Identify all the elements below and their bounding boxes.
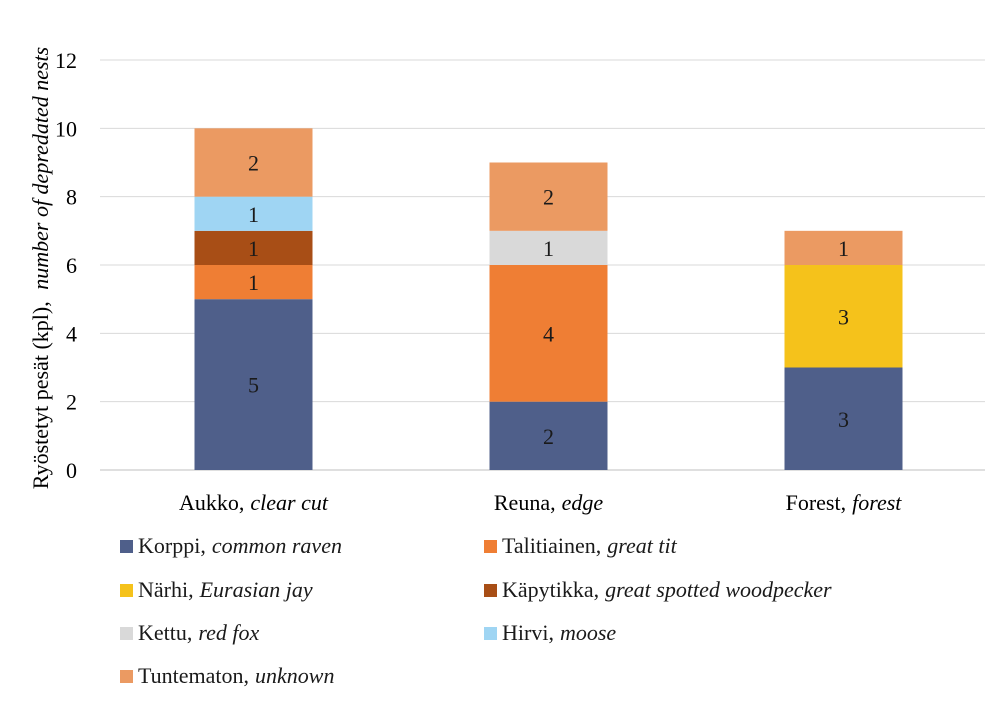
- x-tick-label: Reuna, edge: [494, 490, 603, 515]
- legend-swatch: [120, 583, 133, 597]
- legend-label-en: Eurasian jay: [199, 577, 313, 602]
- data-label: 1: [838, 236, 849, 261]
- legend-label-fi: Närhi,: [138, 577, 194, 602]
- y-tick-label: 10: [55, 116, 77, 141]
- legend-label-fi: Käpytikka,: [502, 577, 600, 602]
- legend-swatch: [120, 539, 133, 553]
- bar-segment: [489, 230, 608, 265]
- data-label: 4: [543, 321, 554, 346]
- data-label: 5: [248, 373, 259, 398]
- legend-item: Kettu, red fox: [120, 620, 259, 646]
- bars: 5 1 1 1 2 2 4 1 2 3 3 1: [194, 128, 903, 470]
- x-tick-label: Aukko, clear cut: [179, 490, 329, 515]
- data-label: 3: [838, 407, 849, 432]
- data-label: 3: [838, 304, 849, 329]
- bar-segment: [784, 265, 903, 368]
- legend-label-en: red fox: [198, 620, 260, 645]
- legend-item: Korppi, common raven: [120, 533, 342, 559]
- legend-label-fi: Talitiainen,: [502, 533, 602, 558]
- data-label: 2: [543, 185, 554, 210]
- legend-label-en: moose: [559, 620, 617, 645]
- data-label: 1: [248, 202, 259, 227]
- data-label: 2: [543, 424, 554, 449]
- data-label: 1: [248, 236, 259, 261]
- legend-item: Tuntematon, unknown: [120, 663, 334, 689]
- bar-segment: [194, 230, 313, 265]
- legend-item: Talitiainen, great tit: [484, 533, 677, 559]
- y-tick-labels: 0 2 4 6 8 10 12: [55, 48, 77, 483]
- bar-segment: [194, 265, 313, 300]
- y-axis-label-en: number of depredated nests: [28, 47, 53, 290]
- legend-label-fi: Kettu,: [138, 620, 193, 645]
- legend-item: Käpytikka, great spotted woodpecker: [484, 577, 832, 603]
- legend-swatch: [120, 626, 133, 640]
- legend-label-en: unknown: [255, 663, 335, 688]
- legend-label-fi: Korppi,: [138, 533, 206, 558]
- legend-item: Närhi, Eurasian jay: [120, 577, 313, 603]
- y-tick-label: 8: [66, 185, 77, 210]
- legend-label-en: great spotted woodpecker: [605, 577, 832, 602]
- bar-segment: [489, 401, 608, 470]
- legend-item: Hirvi, moose: [484, 620, 616, 646]
- legend-label-en: great tit: [607, 533, 677, 558]
- bar-segment: [784, 367, 903, 470]
- bar-segment: [194, 299, 313, 470]
- y-tick-label: 4: [66, 321, 77, 346]
- y-tick-label: 2: [66, 390, 77, 415]
- y-axis-label-fi: Ryöstetyt pesät (kpl),: [28, 301, 53, 489]
- data-label: 2: [248, 151, 259, 176]
- y-tick-label: 6: [66, 253, 77, 278]
- bar-segment: [194, 196, 313, 231]
- legend-label-fi: Hirvi,: [502, 620, 554, 645]
- legend-swatch: [484, 626, 497, 640]
- data-label: 1: [543, 236, 554, 261]
- x-tick-label: Forest, forest: [786, 490, 903, 515]
- x-tick-labels: Aukko, clear cut Reuna, edge Forest, forest: [179, 490, 902, 515]
- y-tick-label: 12: [55, 48, 77, 73]
- legend-swatch: [484, 583, 497, 597]
- legend-label-fi: Tuntematon,: [138, 663, 250, 688]
- legend-swatch: [120, 669, 133, 683]
- bar-segment: [194, 128, 313, 197]
- bar-segment: [489, 265, 608, 402]
- data-label: 1: [248, 270, 259, 295]
- y-tick-label: 0: [66, 458, 77, 483]
- legend-swatch: [484, 539, 497, 553]
- bar-segment: [489, 162, 608, 231]
- legend-label-en: common raven: [211, 533, 342, 558]
- y-axis-label: Ryöstetyt pesät (kpl), number of depreda…: [28, 47, 53, 489]
- bar-segment: [784, 230, 903, 265]
